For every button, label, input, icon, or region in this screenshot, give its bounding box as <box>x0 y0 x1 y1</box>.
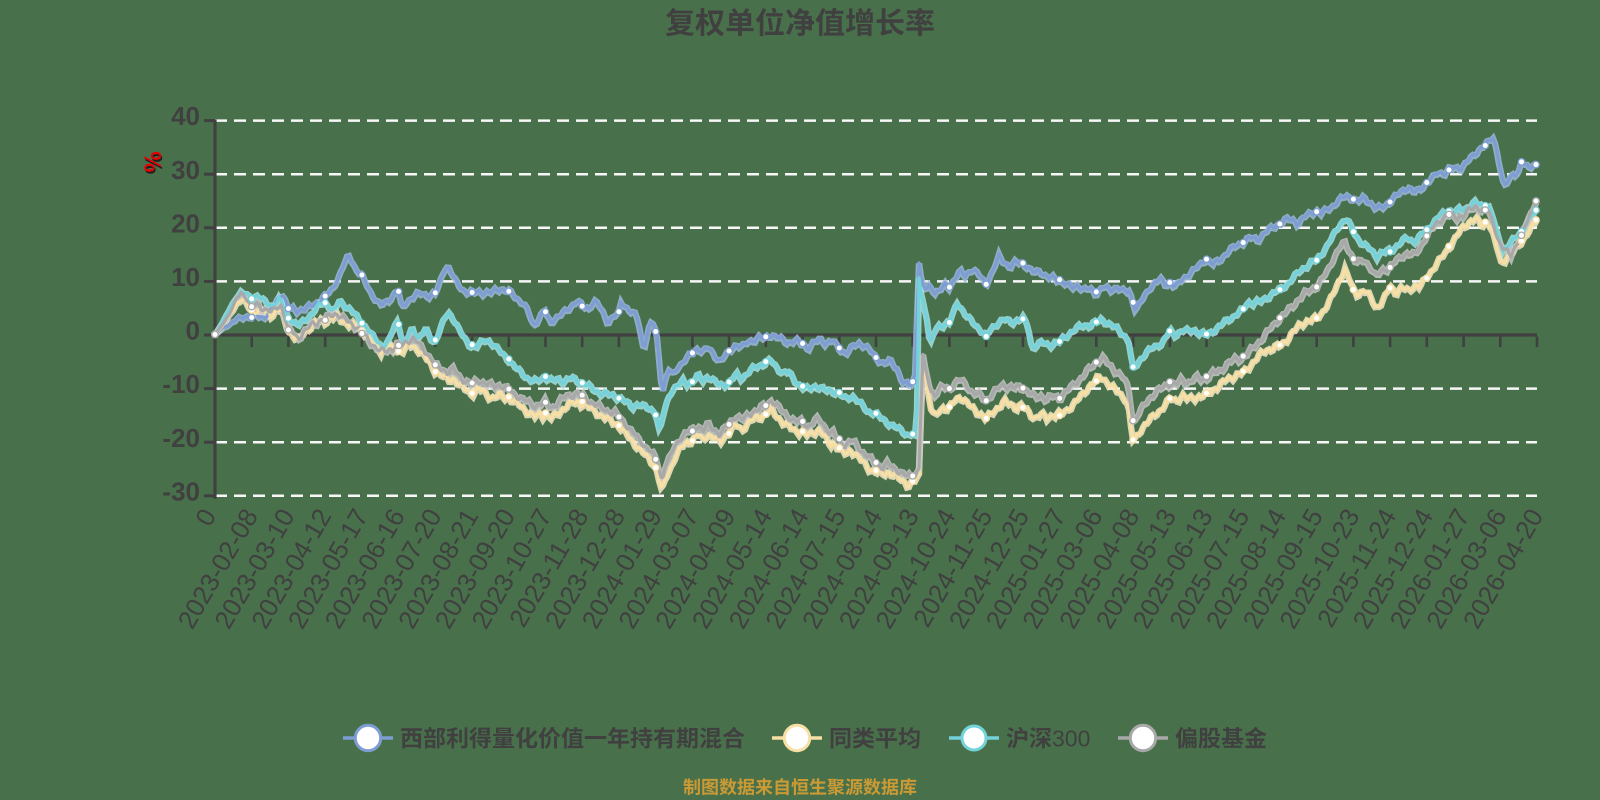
svg-text:300: 300 <box>1052 726 1090 752</box>
svg-text:-30: -30 <box>162 476 200 506</box>
svg-text:0: 0 <box>186 316 200 346</box>
svg-text:30: 30 <box>171 155 200 185</box>
svg-text:10: 10 <box>171 262 200 292</box>
svg-text:40: 40 <box>171 101 200 131</box>
svg-text:20: 20 <box>171 208 200 238</box>
svg-text:-20: -20 <box>162 423 200 453</box>
svg-text:-10: -10 <box>162 369 200 399</box>
